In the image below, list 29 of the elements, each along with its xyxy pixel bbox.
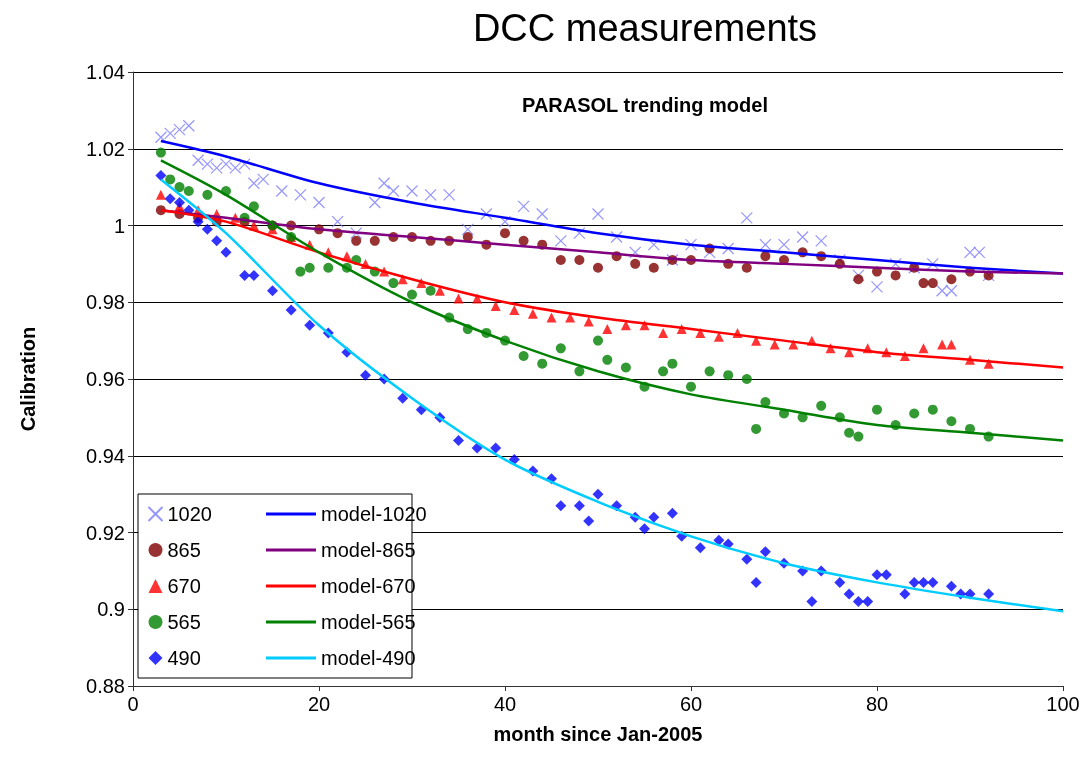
y-tick-label: 0.9 (97, 598, 125, 621)
y-tick-label: 0.92 (86, 521, 125, 544)
y-tick-label: 1 (113, 214, 125, 237)
legend-label: 865 (167, 539, 201, 561)
x-axis-title: month since Jan-2005 (493, 723, 703, 745)
legend-label: 670 (167, 575, 201, 597)
legend-label: model-490 (321, 647, 416, 669)
text: PARASOL trending model (522, 94, 768, 116)
legend-label: model-1020 (321, 503, 427, 525)
y-tick-label: 0.94 (86, 444, 125, 467)
x-tick-label: 20 (307, 693, 331, 715)
y-axis-title: Calibration (17, 326, 39, 432)
legend-label: model-865 (321, 539, 416, 561)
legend-label: 565 (167, 611, 201, 633)
y-tick-label: 1.04 (86, 61, 125, 83)
y-tick-label: 0.96 (86, 368, 125, 390)
x-tick-label: 40 (493, 693, 517, 715)
x-tick-label: 100 (1046, 693, 1080, 715)
y-tick-label: 1.02 (86, 137, 125, 160)
chart-title: DCC measurements (472, 7, 818, 49)
y-tick-label: 0.98 (86, 291, 125, 314)
legend-label: 490 (167, 647, 201, 669)
legend-label: model-565 (321, 611, 416, 633)
x-tick-label: 60 (679, 693, 703, 715)
x-tick-label: 0 (127, 693, 139, 715)
legend-label: model-670 (321, 575, 416, 597)
legend-label: 1020 (167, 503, 212, 525)
x-tick-label: 80 (865, 693, 889, 715)
y-tick-label: 0.88 (86, 675, 125, 697)
